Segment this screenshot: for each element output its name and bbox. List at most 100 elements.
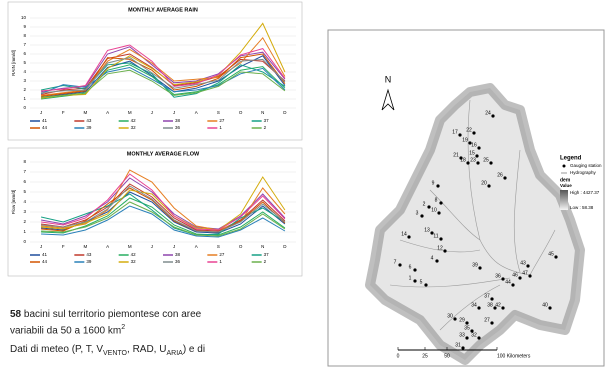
legend-ramp [560, 190, 568, 210]
station-label: 9 [432, 180, 435, 186]
station-label: 26 [497, 172, 503, 178]
text: ARIA [166, 350, 182, 357]
station-label: 1 [409, 275, 412, 281]
chart-title: MONTHLY AVERAGE FLOW [127, 151, 200, 157]
gauging-station [501, 277, 504, 280]
legend-label: 43 [86, 252, 92, 257]
gauging-station [489, 161, 492, 164]
gauging-station [475, 154, 478, 157]
station-label: 20 [481, 180, 487, 186]
gauging-station [453, 317, 456, 320]
text: 2 [121, 324, 125, 331]
paragraph: 58 bacini sul territorio piemontese con … [10, 308, 201, 337]
text: bacini sul territorio piemontese con are… [21, 309, 201, 320]
x-tick-label: M [84, 110, 88, 115]
scale-label: 100 Kilometers [497, 353, 531, 359]
station-label: 34 [471, 302, 477, 308]
station-label: 3 [416, 210, 419, 216]
station-label: 10 [431, 207, 437, 213]
station-label: 36 [495, 273, 501, 279]
scale-label: 25 [422, 353, 428, 359]
legend-label: 43 [86, 118, 92, 123]
gauging-station [490, 297, 493, 300]
gauging-station [526, 264, 529, 267]
x-tick-label: J [173, 244, 175, 249]
gauging-station [439, 237, 442, 240]
legend-label: 27 [219, 252, 225, 257]
x-tick-label: M [128, 110, 132, 115]
station-label: 12 [437, 245, 443, 251]
station-label: 44 [505, 279, 511, 285]
gauging-station [443, 249, 446, 252]
legend-label: 36 [175, 125, 181, 130]
gauging-station [477, 336, 480, 339]
x-tick-label: F [62, 110, 65, 115]
station-label: 43 [520, 260, 526, 266]
gauging-station [420, 214, 423, 217]
station-label: 14 [401, 231, 407, 237]
x-tick-label: J [151, 110, 153, 115]
legend-dot [563, 165, 566, 168]
x-tick-label: J [40, 244, 42, 249]
gauging-station [528, 274, 531, 277]
station-label: 18 [460, 157, 466, 163]
gauging-station [465, 336, 468, 339]
north-label: N [385, 74, 392, 84]
legend-label: 41 [42, 252, 48, 257]
x-tick-label: A [106, 110, 109, 115]
x-tick-label: S [217, 244, 220, 249]
station-label: 24 [485, 110, 491, 116]
station-label: 22 [466, 127, 472, 133]
legend-title: Legend [560, 156, 582, 162]
gauging-station [518, 276, 521, 279]
legend-label: Gauging station [570, 163, 602, 168]
station-label: 5 [420, 279, 423, 285]
gauging-station [427, 205, 430, 208]
scale-label: 0 [397, 353, 400, 359]
station-label: 23 [470, 157, 476, 163]
station-label: 46 [512, 272, 518, 278]
page: N Legend Gauging station Hydrography dem… [0, 0, 608, 369]
text: , RAD, U [127, 344, 166, 355]
station-label: 21 [453, 152, 459, 158]
station-label: 15 [469, 150, 475, 156]
station-label: 19 [462, 137, 468, 143]
station-label: 17 [452, 129, 458, 135]
legend-label: Hydrography [570, 170, 597, 175]
station-label: 2 [423, 201, 426, 207]
station-label: 35 [464, 325, 470, 331]
paragraph: Dati di meteo (P, T, VVENTO, RAD, UARIA)… [10, 343, 205, 360]
legend-label: 32 [131, 125, 137, 130]
station-label: 7 [394, 259, 397, 265]
text: 58 [10, 309, 21, 320]
x-tick-label: A [195, 110, 198, 115]
gauging-station [436, 184, 439, 187]
x-tick-label: N [261, 244, 264, 249]
gauging-station [407, 235, 410, 238]
legend-label: 37 [264, 252, 270, 257]
gauging-station [413, 279, 416, 282]
x-tick-label: J [40, 110, 42, 115]
x-tick-label: A [106, 244, 109, 249]
gauging-station [435, 259, 438, 262]
legend-label: 38 [175, 118, 181, 123]
station-label: 32 [471, 332, 477, 338]
station-label: 40 [542, 302, 548, 308]
station-label: 16 [471, 142, 477, 148]
station-label: 27 [484, 317, 490, 323]
gauging-station [490, 321, 493, 324]
legend-label: Value [560, 183, 572, 188]
x-tick-label: O [239, 110, 243, 115]
legend-label: 39 [86, 125, 92, 130]
x-tick-label: J [173, 110, 175, 115]
legend-label: 37 [264, 118, 270, 123]
legend-label: 27 [219, 118, 225, 123]
legend-label: 41 [42, 118, 48, 123]
gauging-station [511, 283, 514, 286]
gauging-station [487, 184, 490, 187]
gauging-station [398, 263, 401, 266]
gauging-station [458, 133, 461, 136]
gauging-station [477, 306, 480, 309]
gauging-station [413, 268, 416, 271]
x-tick-label: S [217, 110, 220, 115]
